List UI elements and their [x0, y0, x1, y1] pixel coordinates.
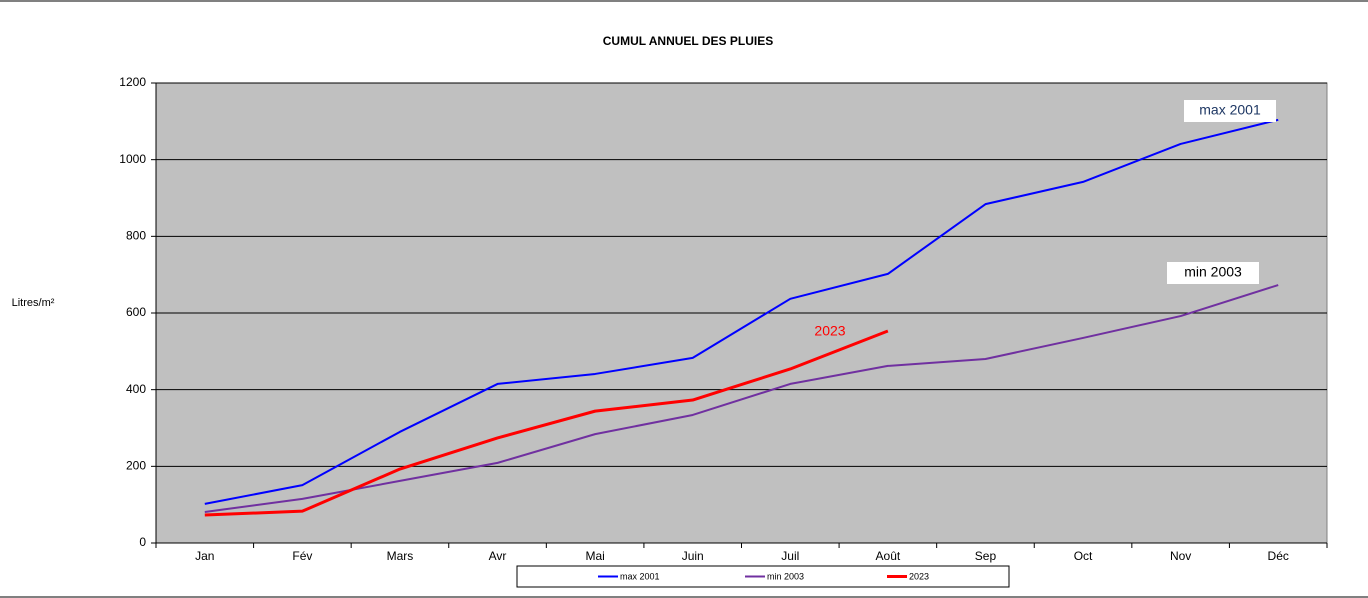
- x-tick-label: Mai: [585, 549, 604, 563]
- legend-label: 2023: [909, 571, 929, 581]
- x-tick-label: Août: [876, 549, 901, 563]
- x-tick-label: Juin: [682, 549, 704, 563]
- annotation: max 2001: [1199, 102, 1261, 118]
- x-tick-label: Fév: [292, 549, 312, 563]
- x-tick-label: Mars: [387, 549, 414, 563]
- y-tick-label: 1200: [119, 75, 146, 89]
- y-tick-label: 400: [126, 382, 146, 396]
- line-series: [204, 118, 1279, 505]
- annotation-box: [1167, 262, 1259, 284]
- line-series: [204, 329, 889, 517]
- x-tick-label: Juil: [781, 549, 799, 563]
- y-axis-label: Litres/m²: [12, 297, 55, 309]
- x-tick-label: Avr: [489, 549, 507, 563]
- x-tick-label: Nov: [1170, 549, 1191, 563]
- y-tick-label: 0: [139, 535, 146, 549]
- legend-label: max 2001: [620, 571, 660, 581]
- y-tick-label: 800: [126, 229, 146, 243]
- y-tick-label: 600: [126, 305, 146, 319]
- x-tick-label: Déc: [1268, 549, 1289, 563]
- x-tick-label: Sep: [975, 549, 997, 563]
- chart-title: CUMUL ANNUEL DES PLUIES: [603, 34, 773, 48]
- y-tick-label: 1000: [119, 152, 146, 166]
- line-series: [204, 284, 1279, 513]
- annotation-box: [1184, 100, 1276, 122]
- annotation: 2023: [814, 323, 845, 339]
- y-tick-label: 200: [126, 459, 146, 473]
- x-tick-label: Jan: [195, 549, 214, 563]
- x-tick-label: Oct: [1074, 549, 1093, 563]
- annotation: min 2003: [1184, 264, 1242, 280]
- legend-label: min 2003: [767, 571, 804, 581]
